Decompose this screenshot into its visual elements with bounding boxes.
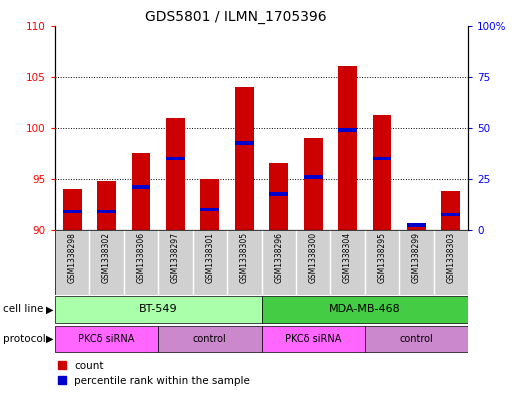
Text: GSM1338296: GSM1338296 [274,232,283,283]
Text: GSM1338297: GSM1338297 [171,232,180,283]
Bar [338,66,357,230]
Bar [97,181,116,230]
Text: GSM1338301: GSM1338301 [206,232,214,283]
Text: MDA-MB-468: MDA-MB-468 [329,305,401,314]
Text: GSM1338305: GSM1338305 [240,232,249,283]
Bar [407,225,426,230]
Text: GSM1338298: GSM1338298 [67,232,77,283]
Text: GSM1338304: GSM1338304 [343,232,352,283]
Legend: count, percentile rank within the sample: count, percentile rank within the sample [58,361,250,386]
Bar [55,296,262,323]
Text: protocol: protocol [3,334,46,344]
Bar [407,223,426,227]
Bar [131,185,151,189]
Bar [269,163,288,230]
Bar [269,192,288,196]
Text: ▶: ▶ [46,334,53,344]
Bar [441,213,460,217]
Text: BT-549: BT-549 [139,305,177,314]
Bar [97,210,116,213]
Text: PKCδ siRNA: PKCδ siRNA [285,334,342,344]
Bar [63,210,82,213]
Bar [262,326,365,352]
Text: control: control [193,334,227,344]
Text: GSM1338302: GSM1338302 [102,232,111,283]
Bar [304,175,323,178]
Bar [372,116,392,230]
Text: GSM1338299: GSM1338299 [412,232,421,283]
Bar [200,179,219,230]
Text: PKCδ siRNA: PKCδ siRNA [78,334,135,344]
Text: GDS5801 / ILMN_1705396: GDS5801 / ILMN_1705396 [144,10,326,24]
Bar [166,156,185,160]
Text: cell line: cell line [3,305,43,314]
Bar [55,326,158,352]
Bar [235,141,254,145]
Bar [158,326,262,352]
Text: GSM1338295: GSM1338295 [378,232,386,283]
Text: ▶: ▶ [46,305,53,314]
Bar [304,138,323,230]
Text: GSM1338306: GSM1338306 [137,232,145,283]
Bar [338,128,357,132]
Bar [365,326,468,352]
Bar [63,189,82,230]
Bar [235,87,254,230]
Text: control: control [400,334,434,344]
Bar [131,153,151,230]
Text: GSM1338300: GSM1338300 [309,232,317,283]
Text: GSM1338303: GSM1338303 [446,232,456,283]
Bar [166,118,185,230]
Bar [372,156,392,160]
Bar [200,208,219,211]
Bar [441,191,460,230]
Bar [262,296,468,323]
